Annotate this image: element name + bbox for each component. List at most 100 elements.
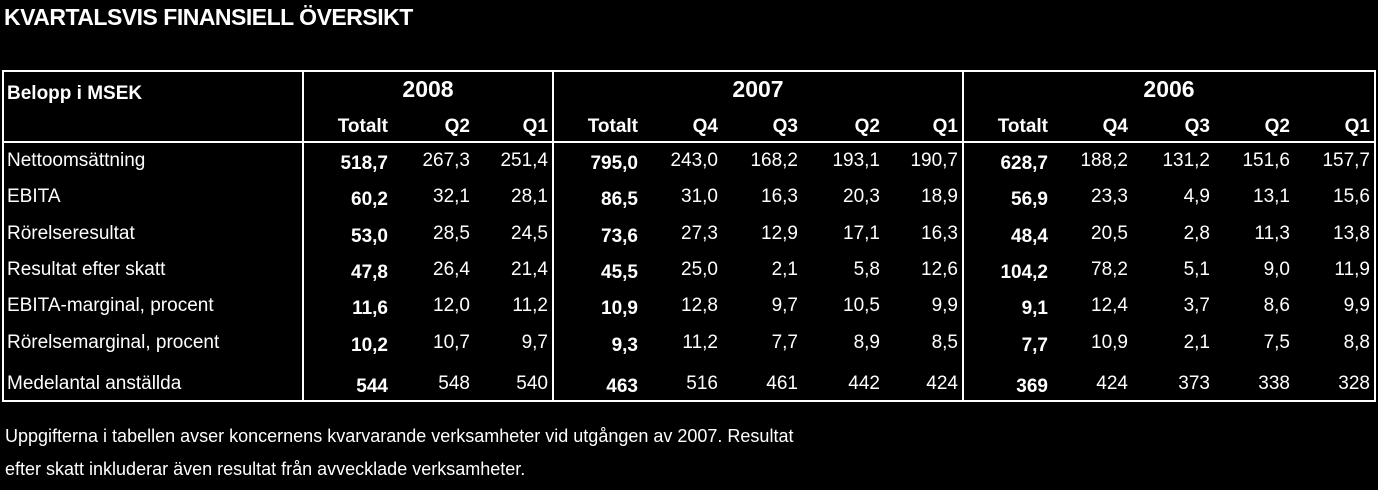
cell: 10,7 bbox=[433, 332, 470, 353]
cell: 8,5 bbox=[932, 332, 958, 353]
cell: 369 bbox=[1016, 376, 1048, 397]
cell: 18,9 bbox=[921, 186, 958, 207]
cell: 2,8 bbox=[1184, 223, 1210, 244]
column-header: Q4 bbox=[693, 116, 719, 137]
cell: 12,9 bbox=[761, 223, 798, 244]
cell: 104,2 bbox=[1000, 262, 1048, 283]
cell: 26,4 bbox=[433, 259, 470, 280]
group-header: 2006 bbox=[1143, 76, 1194, 102]
column-header: Q1 bbox=[1345, 116, 1371, 137]
cell: 442 bbox=[848, 373, 880, 394]
cell: 267,3 bbox=[422, 150, 470, 171]
cell: 9,0 bbox=[1264, 259, 1290, 280]
cell: 9,7 bbox=[772, 295, 798, 316]
cell: 424 bbox=[926, 373, 958, 394]
cell: 16,3 bbox=[921, 223, 958, 244]
cell: 628,7 bbox=[1000, 153, 1048, 174]
cell: 86,5 bbox=[601, 189, 638, 210]
cell: 11,9 bbox=[1334, 259, 1370, 280]
cell: 23,3 bbox=[1091, 186, 1128, 207]
cell: 12,8 bbox=[681, 295, 718, 316]
title: KVARTALSVIS FINANSIELL ÖVERSIKT bbox=[4, 4, 413, 30]
footnote: Uppgifterna i tabellen avser koncernens … bbox=[5, 426, 793, 446]
cell: 21,4 bbox=[511, 259, 548, 280]
row-label: Medelantal anställda bbox=[7, 373, 182, 394]
cell: 7,7 bbox=[1022, 335, 1048, 356]
cell: 10,2 bbox=[351, 335, 388, 356]
cell: 9,9 bbox=[932, 295, 958, 316]
column-header: Q2 bbox=[855, 116, 880, 137]
column-header: Q2 bbox=[1265, 116, 1290, 137]
row-label: Rörelseresultat bbox=[7, 223, 135, 244]
cell: 15,6 bbox=[1333, 186, 1370, 207]
cell: 4,9 bbox=[1184, 186, 1210, 207]
cell: 461 bbox=[766, 373, 798, 394]
cell: 151,6 bbox=[1242, 150, 1290, 171]
cell: 10,5 bbox=[843, 295, 880, 316]
cell: 190,7 bbox=[910, 150, 958, 171]
cell: 251,4 bbox=[500, 150, 548, 171]
cell: 544 bbox=[356, 376, 388, 397]
cell: 28,1 bbox=[511, 186, 548, 207]
row-label: EBITA bbox=[7, 186, 61, 207]
cell: 8,8 bbox=[1344, 332, 1370, 353]
cell: 9,1 bbox=[1022, 298, 1049, 319]
cell: 60,2 bbox=[351, 189, 388, 210]
column-header: Q1 bbox=[523, 116, 549, 137]
cell: 45,5 bbox=[601, 262, 638, 283]
row-label: Nettoomsättning bbox=[7, 150, 145, 171]
cell: 2,1 bbox=[772, 259, 798, 280]
cell: 8,9 bbox=[854, 332, 880, 353]
corner-label: Belopp i MSEK bbox=[7, 83, 142, 104]
cell: 548 bbox=[438, 373, 470, 394]
group-header: 2008 bbox=[402, 76, 453, 102]
cell: 5,8 bbox=[854, 259, 880, 280]
table-border bbox=[2, 70, 1376, 402]
column-header: Q2 bbox=[445, 116, 470, 137]
cell: 193,1 bbox=[832, 150, 880, 171]
cell: 20,5 bbox=[1091, 223, 1128, 244]
column-header: Q4 bbox=[1103, 116, 1129, 137]
cell: 47,8 bbox=[351, 262, 388, 283]
cell: 338 bbox=[1258, 373, 1290, 394]
column-header: Q1 bbox=[933, 116, 959, 137]
cell: 27,3 bbox=[681, 223, 718, 244]
cell: 328 bbox=[1338, 373, 1370, 394]
cell: 48,4 bbox=[1011, 226, 1048, 247]
cell: 516 bbox=[686, 373, 718, 394]
cell: 7,5 bbox=[1264, 332, 1290, 353]
cell: 20,3 bbox=[843, 186, 880, 207]
cell: 188,2 bbox=[1080, 150, 1128, 171]
cell: 3,7 bbox=[1184, 295, 1210, 316]
cell: 11,3 bbox=[1254, 223, 1290, 244]
cell: 7,7 bbox=[772, 332, 798, 353]
cell: 16,3 bbox=[761, 186, 798, 207]
row-label: Resultat efter skatt bbox=[7, 259, 166, 280]
cell: 243,0 bbox=[670, 150, 718, 171]
cell: 8,6 bbox=[1264, 295, 1290, 316]
cell: 9,3 bbox=[612, 335, 638, 356]
cell: 795,0 bbox=[590, 153, 638, 174]
cell: 56,9 bbox=[1011, 189, 1048, 210]
cell: 13,1 bbox=[1253, 186, 1290, 207]
cell: 24,5 bbox=[511, 223, 548, 244]
cell: 168,2 bbox=[750, 150, 798, 171]
cell: 31,0 bbox=[681, 186, 718, 207]
cell: 2,1 bbox=[1184, 332, 1210, 353]
row-label: EBITA-marginal, procent bbox=[7, 295, 214, 316]
cell: 9,9 bbox=[1344, 295, 1370, 316]
group-header: 2007 bbox=[732, 76, 783, 102]
cell: 5,1 bbox=[1184, 259, 1210, 280]
cell: 131,2 bbox=[1162, 150, 1210, 171]
cell: 32,1 bbox=[433, 186, 470, 207]
cell: 463 bbox=[606, 376, 638, 397]
cell: 28,5 bbox=[433, 223, 470, 244]
cell: 11,2 bbox=[512, 295, 548, 316]
footnote: efter skatt inkluderar även resultat frå… bbox=[5, 459, 525, 479]
cell: 11,6 bbox=[352, 298, 388, 319]
cell: 25,0 bbox=[681, 259, 718, 280]
cell: 78,2 bbox=[1091, 259, 1128, 280]
cell: 157,7 bbox=[1322, 150, 1370, 171]
